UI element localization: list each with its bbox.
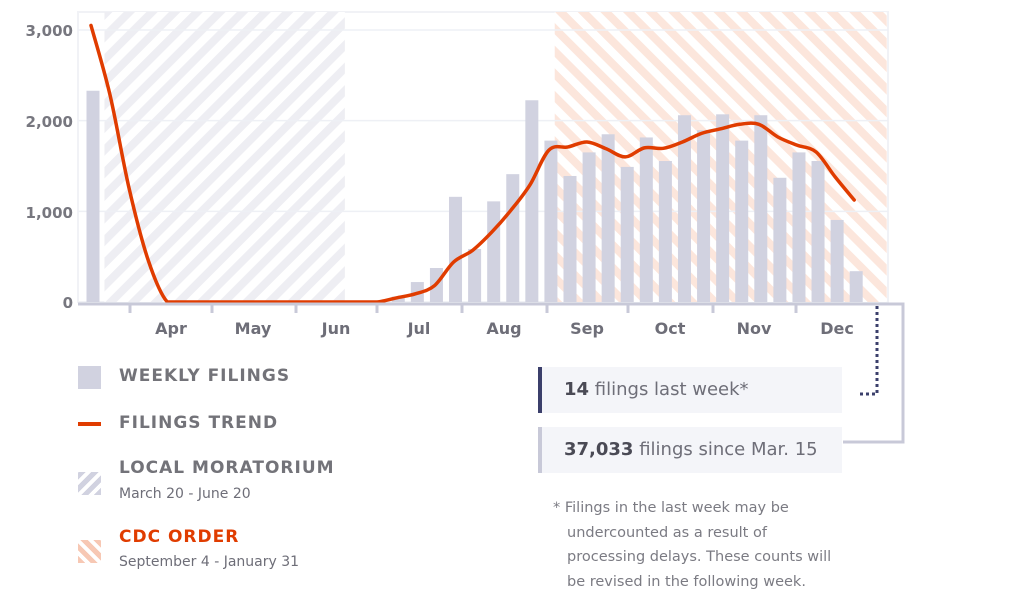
weekly-filings-bar [506,174,520,302]
weekly-filings-bar [792,152,806,302]
footnote-line: processing delays. These counts will [567,549,832,565]
legend-title: LOCAL MORATORIUM [119,458,335,478]
x-tick-label: Nov [737,319,772,338]
weekly-filings-bar [468,248,482,302]
grey-hatch-swatch-icon [78,472,101,495]
legend-title: CDC ORDER [119,527,240,547]
y-tick-label: 2,000 [26,113,73,131]
local-moratorium-shade [104,12,345,302]
footnote-line: * Filings in the last week may be [553,500,789,516]
weekly-filings-bar [449,196,463,302]
x-tick-label: Oct [655,319,686,338]
weekly-filings-bar [849,271,863,302]
weekly-filings-bar [658,161,672,302]
total-value: 37,033 [564,439,634,460]
weekly-filings-bar [601,134,615,302]
weekly-filings-bar [716,114,730,302]
weekly-filings-bar [86,90,100,302]
weekly-filings-bar [582,152,596,302]
legend-title: FILINGS TREND [119,413,279,433]
x-tick-label: Aug [486,319,521,338]
legend-subtitle: September 4 - January 31 [119,554,300,570]
footnote-line: undercounted as a result of [567,524,767,541]
weekly-filings-bar [830,219,844,302]
weekly-filings-bar [697,130,711,302]
last-week-label: filings last week* [589,379,749,400]
x-tick-label: Jul [407,319,431,338]
total-connector-line [843,302,905,444]
x-tick-label: May [235,319,272,338]
filings-trend-line [89,23,856,304]
bar-swatch-icon [78,366,101,389]
x-tick-label: Sep [570,319,604,338]
footnote: * Filings in the last week may be underc… [553,496,883,594]
last-week-connector-dotted [860,306,879,396]
weekly-filings-bar [773,177,787,302]
weekly-filings-bar [735,140,749,302]
y-tick-label: 0 [63,294,73,312]
total-stat: 37,033 filings since Mar. 15 [538,427,842,473]
total-label: filings since Mar. 15 [633,439,818,460]
weekly-filings-bar [544,140,558,302]
weekly-filings-bar [563,175,577,302]
y-tick-label: 1,000 [26,204,73,222]
weekly-filings-bar [525,100,539,303]
legend-subtitle: March 20 - June 20 [119,486,251,502]
x-tick-label: Jun [321,319,351,338]
last-week-stat: 14 filings last week* [538,367,842,413]
x-tick-label: Dec [820,319,854,338]
legend-title: WEEKLY FILINGS [119,366,291,386]
weekly-filings-bar [620,166,634,302]
weekly-filings-bar [754,115,768,302]
orange-hatch-swatch-icon [78,540,101,563]
weekly-filings-bar [487,201,501,302]
weekly-filings-bar [811,161,825,302]
footnote-line: be revised in the following week. [567,573,806,590]
weekly-filings-bar [639,137,653,302]
line-swatch-icon [78,422,101,426]
weekly-filings-bar [677,115,691,302]
x-tick-label: Apr [155,319,187,338]
last-week-value: 14 [564,379,590,400]
y-tick-label: 3,000 [26,22,73,40]
